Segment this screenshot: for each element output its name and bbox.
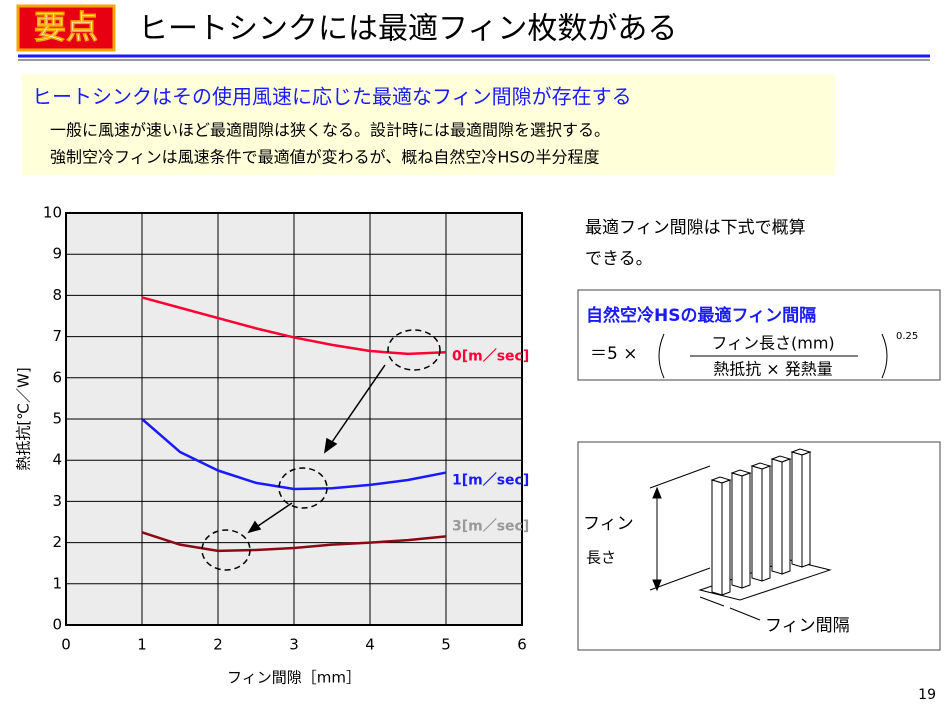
paren bbox=[881, 333, 888, 379]
x-tick-label: 3 bbox=[289, 636, 299, 654]
fin-front bbox=[711, 479, 723, 596]
formula-prefix: ＝5 × bbox=[590, 344, 637, 364]
badge-box bbox=[16, 4, 116, 52]
dimensions bbox=[649, 465, 761, 621]
series-line bbox=[141, 531, 447, 553]
x-tick-label: 0 bbox=[61, 636, 71, 654]
x-tick-label: 2 bbox=[213, 636, 223, 654]
arrow-head bbox=[652, 579, 662, 592]
arrow bbox=[254, 502, 293, 529]
x-tick-label: 1 bbox=[137, 636, 147, 654]
fin-length-label: フィン bbox=[583, 514, 634, 534]
x-axis-title: フィン間隙［mm］ bbox=[227, 669, 361, 687]
summary-line: 強制空冷フィンは風速条件で最適値が変わるが、概ね自然空冷HSの半分程度 bbox=[50, 148, 600, 167]
slide-title: ヒートシンクには最適フィン枚数がある bbox=[138, 12, 677, 47]
dimension-line bbox=[699, 596, 725, 607]
formula-title: 自然空冷HSの最適フィン間隔 bbox=[586, 305, 816, 326]
y-tick-label: 7 bbox=[52, 327, 62, 345]
fin-front bbox=[791, 451, 803, 568]
heatsink-drawing bbox=[698, 448, 832, 601]
fin-gap-label: フィン間隔 bbox=[765, 616, 850, 636]
series-label: 0[m／sec] bbox=[452, 348, 529, 364]
x-tick-label: 5 bbox=[441, 636, 451, 654]
fin-side bbox=[741, 472, 751, 589]
arrow-head bbox=[323, 437, 338, 454]
fin-side bbox=[781, 458, 791, 575]
x-tick-label: 4 bbox=[365, 636, 375, 654]
fin-front bbox=[751, 465, 763, 582]
formula-denominator: 熱抵抗 × 発熱量 bbox=[713, 360, 833, 379]
y-tick-label: 4 bbox=[52, 451, 62, 469]
y-tick-label: 3 bbox=[52, 492, 62, 510]
fin-front bbox=[771, 458, 783, 575]
summary-box bbox=[22, 74, 835, 175]
y-tick-label: 2 bbox=[52, 533, 62, 551]
paren bbox=[658, 333, 665, 379]
y-tick-label: 10 bbox=[43, 204, 62, 222]
y-tick-label: 5 bbox=[52, 410, 62, 428]
formula-numerator: フィン長さ(mm) bbox=[711, 334, 834, 353]
arrow bbox=[329, 364, 386, 446]
series-label: 1[m／sec] bbox=[452, 473, 529, 489]
chart: 0 1 2 3 4 5 6 0 1 2 3 4 5 6 7 8 9 10 フィン間隙［mm］ 熱抵抗[℃／W] 0[m／… bbox=[15, 204, 530, 687]
series-line bbox=[141, 296, 447, 356]
formula-exponent: 0.25 bbox=[896, 331, 918, 342]
extension-line bbox=[649, 567, 711, 591]
optimum-circle bbox=[278, 467, 328, 509]
y-tick-label: 6 bbox=[52, 368, 62, 386]
fin-side bbox=[801, 451, 811, 568]
arrow-head bbox=[652, 486, 662, 499]
note-line: できる。 bbox=[585, 249, 653, 269]
formula-box bbox=[577, 289, 941, 381]
x-tick-label: 6 bbox=[517, 636, 527, 654]
y-axis-title: 熱抵抗[℃／W] bbox=[15, 367, 33, 470]
y-tick-label: 1 bbox=[52, 574, 62, 592]
dimension-line bbox=[729, 607, 761, 621]
summary-line: 一般に風速が速いほど最適間隙は狭くなる。設計時には最適間隙を選択する。 bbox=[50, 121, 610, 140]
optimum-circle bbox=[201, 529, 251, 571]
y-tick-label: 8 bbox=[52, 286, 62, 304]
page-number: 19 bbox=[918, 687, 936, 703]
fin-side bbox=[721, 479, 731, 596]
series-label: 3[m／sec] bbox=[452, 518, 529, 534]
y-tick-label: 0 bbox=[52, 616, 62, 634]
fin-front bbox=[731, 472, 743, 589]
y-tick-label: 9 bbox=[52, 245, 62, 263]
badge: 要点 bbox=[34, 8, 98, 46]
fin-length-label: 長さ bbox=[586, 549, 616, 567]
extension-line bbox=[649, 465, 711, 489]
optimum-circle bbox=[387, 329, 441, 371]
arrow-head bbox=[247, 520, 262, 534]
fin-side bbox=[761, 465, 771, 582]
annotations bbox=[201, 329, 441, 571]
series-line bbox=[141, 418, 447, 491]
note-line: 最適フィン間隙は下式で概算 bbox=[585, 218, 806, 238]
summary-heading: ヒートシンクはその使用風速に応じた最適なフィン間隙が存在する bbox=[32, 85, 632, 109]
plot-frame bbox=[65, 212, 523, 626]
